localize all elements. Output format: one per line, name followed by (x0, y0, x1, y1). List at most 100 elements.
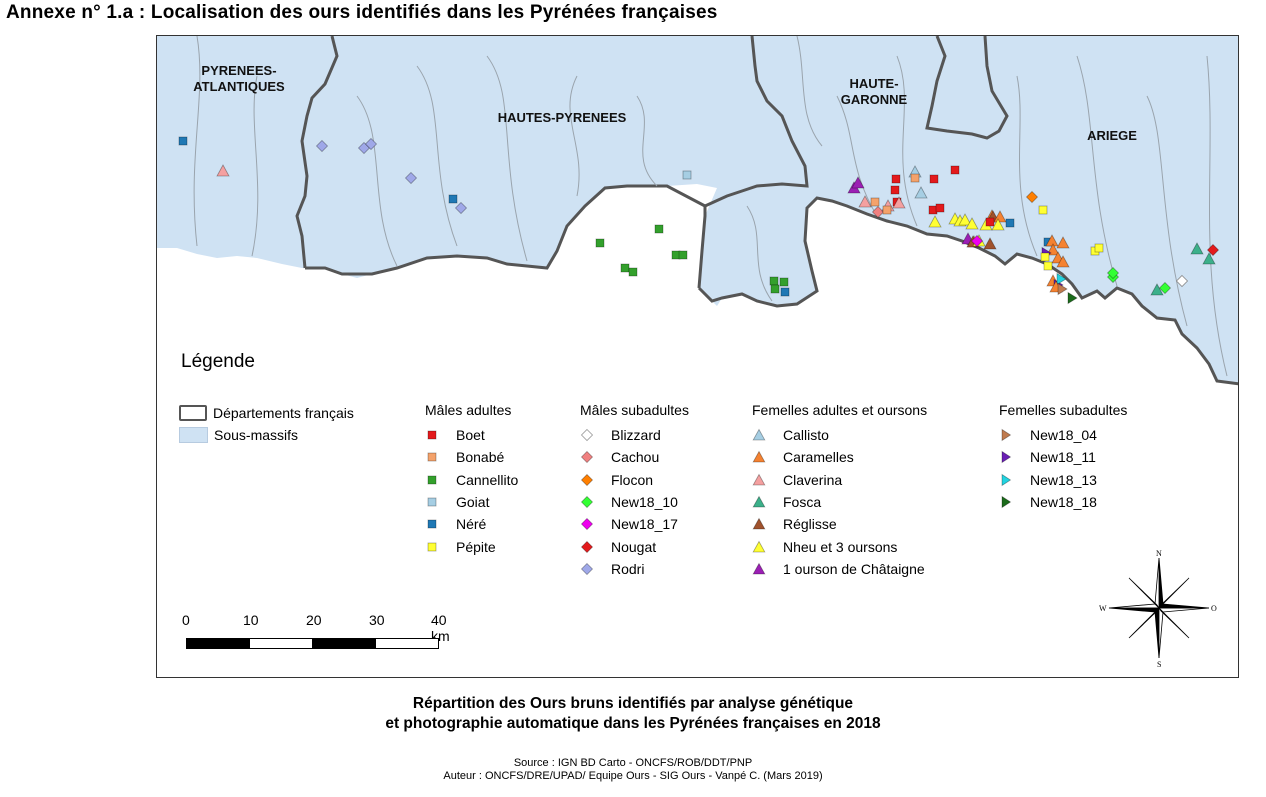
caption-source: Source : IGN BD Carto - ONCFS/ROB/DDT/PN… (513, 757, 753, 769)
observation-marker (958, 213, 972, 226)
triangle-symbol-icon (752, 473, 766, 487)
legend-item: Goiat (425, 491, 518, 513)
legend-base-row-sous-massifs: Sous-massifs (179, 424, 354, 446)
observation-marker (870, 197, 880, 207)
sous-massifs-area (157, 36, 1238, 384)
scale-tick: 0 (182, 612, 190, 628)
terrain-map (157, 36, 1238, 386)
caption-line-1: Répartition des Ours bruns identifiés pa… (412, 695, 854, 712)
legend-item: Fosca (752, 491, 927, 513)
map-caption: Répartition des Ours bruns identifiés pa… (0, 694, 1266, 734)
legend-group: Mâles subadultes Blizzard Cachou Flocon New1… (580, 402, 689, 580)
observation-marker (892, 196, 906, 209)
diamond-symbol-icon (580, 473, 594, 487)
compass-icon: N S W O (1099, 549, 1217, 669)
legend-item: New18_04 (999, 424, 1127, 446)
observation-marker (178, 136, 188, 146)
observation-marker (891, 174, 901, 184)
square-symbol-icon (425, 450, 439, 464)
legend-title: Légende (181, 351, 255, 372)
observation-points (178, 136, 1220, 305)
observation-marker (871, 205, 885, 219)
legend-item: Cannellito (425, 469, 518, 491)
legend-item-label: Callisto (783, 427, 829, 444)
legend-group-title: Mâles adultes (425, 402, 512, 418)
caption-line-2: et photographie automatique dans les Pyr… (385, 715, 881, 732)
diamond-symbol-icon (580, 450, 594, 464)
arrow-symbol-icon (999, 495, 1013, 509)
legend-base-label: Sous-massifs (214, 427, 299, 443)
arrow-symbol-icon (999, 473, 1013, 487)
diamond-symbol-icon (580, 428, 594, 442)
map-frame: PYRENEES- ATLANTIQUES HAUTES-PYRENEES HA… (156, 35, 1239, 678)
observation-marker (1202, 252, 1216, 265)
legend-item-label: Boet (456, 427, 485, 444)
legend-item: Néré (425, 513, 518, 535)
legend-item-label: Flocon (611, 471, 654, 488)
observation-marker (1056, 272, 1067, 286)
border-pa-hp (295, 36, 339, 269)
observation-marker (890, 185, 900, 195)
diamond-symbol-icon (580, 540, 594, 554)
triangle-symbol-icon (752, 540, 766, 554)
legend-item-label: New18_17 (611, 516, 678, 533)
legend-base: Départements français Sous-massifs (179, 402, 354, 446)
observation-marker (315, 139, 329, 153)
triangle-symbol-icon (752, 495, 766, 509)
observation-marker (1067, 291, 1078, 305)
legend-item: Boet (425, 424, 518, 446)
observation-marker (779, 277, 789, 287)
compass-n: N (1156, 549, 1162, 558)
observation-marker (404, 171, 418, 185)
legend-item-label: Pépite (456, 538, 496, 555)
triangle-symbol-icon (752, 450, 766, 464)
border-hp-west (697, 206, 707, 289)
observation-marker (1057, 282, 1068, 296)
square-symbol-icon (425, 517, 439, 531)
observation-marker (454, 201, 468, 215)
page-title: Annexe n° 1.a : Localisation des ours id… (6, 2, 718, 23)
legend-item-label: Cachou (611, 449, 660, 466)
square-symbol-icon (425, 428, 439, 442)
legend-item: Rodri (580, 558, 689, 580)
observation-marker (1158, 281, 1172, 295)
observation-marker (628, 267, 638, 277)
scale-tick: 30 (369, 612, 385, 628)
dept-label-ariege: ARIEGE (1087, 128, 1137, 143)
legend-group-title: Femelles adultes et oursons (752, 402, 928, 418)
legend-group: Mâles adultes Boet Bonabé Cannellito Goiat Né… (425, 402, 518, 558)
observation-marker (1043, 261, 1053, 271)
legend-group: Femelles adultes et oursons Callisto Caram… (752, 402, 927, 580)
observation-marker (364, 137, 378, 151)
observation-marker (1094, 243, 1104, 253)
legend-item: Nheu et 3 oursons (752, 535, 927, 557)
observation-marker (965, 217, 979, 230)
observation-marker (910, 173, 920, 183)
legend-item: Nougat (580, 535, 689, 557)
legend-item-label: Nougat (611, 538, 657, 555)
observation-marker (770, 284, 780, 294)
legend-group-title: Mâles subadultes (580, 402, 689, 418)
legend-item: Callisto (752, 424, 927, 446)
legend-item-label: Claverina (783, 471, 843, 488)
observation-marker (595, 238, 605, 248)
observation-marker (935, 203, 945, 213)
triangle-symbol-icon (752, 562, 766, 576)
dept-label-haute-garonne: HAUTE- GARONNE (840, 76, 908, 107)
diamond-symbol-icon (580, 495, 594, 509)
legend-item: Pépite (425, 535, 518, 557)
observation-marker (448, 194, 458, 204)
observation-marker (682, 170, 692, 180)
legend-item-label: Néré (456, 516, 487, 533)
legend-item-label: Réglisse (783, 516, 837, 533)
observation-marker (654, 224, 664, 234)
observation-marker (1005, 218, 1015, 228)
legend-item: New18_11 (999, 446, 1127, 468)
legend-item: Réglisse (752, 513, 927, 535)
legend-item-label: New18_18 (1030, 494, 1097, 511)
border-south (305, 184, 1238, 386)
compass-e: O (1211, 604, 1217, 613)
observation-marker (1206, 243, 1220, 257)
observation-marker (858, 195, 872, 208)
caption-author: Auteur : ONCFS/DRE/UPAD/ Equipe Ours - S… (443, 770, 823, 782)
